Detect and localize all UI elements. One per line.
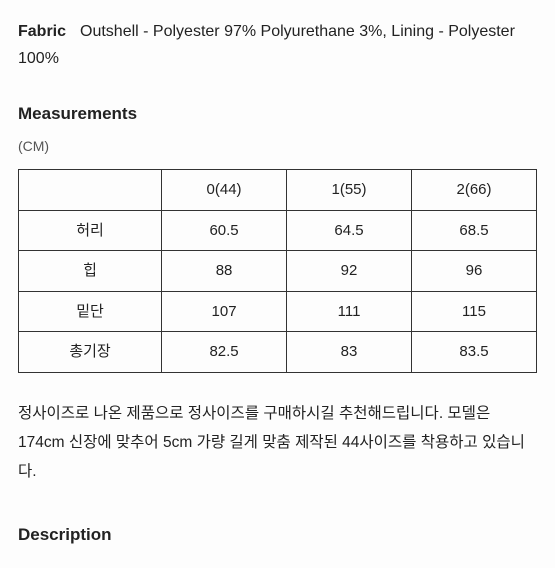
table-row: 허리 60.5 64.5 68.5 [19,210,537,251]
table-cell: 88 [162,251,287,292]
table-cell: 60.5 [162,210,287,251]
measurements-table: 0(44) 1(55) 2(66) 허리 60.5 64.5 68.5 힙 88… [18,169,537,373]
measurements-heading: Measurements [18,100,537,129]
table-cell: 64.5 [287,210,412,251]
table-cell: 107 [162,291,287,332]
table-cell: 82.5 [162,332,287,373]
fit-note: 정사이즈로 나온 제품으로 정사이즈를 구매하시길 추천해드립니다. 모델은 1… [18,399,537,487]
table-header-cell [19,170,162,211]
table-cell: 68.5 [412,210,537,251]
fabric-line: FabricOutshell - Polyester 97% Polyureth… [18,18,537,72]
fabric-label: Fabric [18,23,66,40]
description-heading: Description [18,521,537,550]
table-cell: 111 [287,291,412,332]
table-header-cell: 1(55) [287,170,412,211]
table-cell: 83.5 [412,332,537,373]
table-row: 힙 88 92 96 [19,251,537,292]
table-cell: 83 [287,332,412,373]
table-cell: 96 [412,251,537,292]
table-cell: 92 [287,251,412,292]
table-cell: 115 [412,291,537,332]
measurements-unit: (CM) [18,135,537,159]
table-header-cell: 2(66) [412,170,537,211]
table-cell: 총기장 [19,332,162,373]
table-row: 총기장 82.5 83 83.5 [19,332,537,373]
fabric-value: Outshell - Polyester 97% Polyurethane 3%… [18,23,515,67]
table-cell: 밑단 [19,291,162,332]
table-cell: 힙 [19,251,162,292]
table-cell: 허리 [19,210,162,251]
table-header-cell: 0(44) [162,170,287,211]
table-header-row: 0(44) 1(55) 2(66) [19,170,537,211]
table-row: 밑단 107 111 115 [19,291,537,332]
